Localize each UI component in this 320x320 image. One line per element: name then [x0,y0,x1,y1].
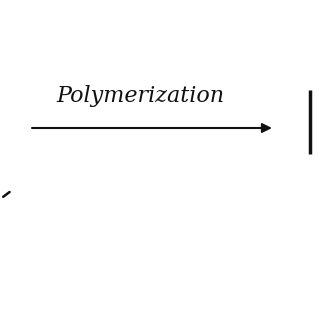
Text: Polymerization: Polymerization [57,85,225,107]
